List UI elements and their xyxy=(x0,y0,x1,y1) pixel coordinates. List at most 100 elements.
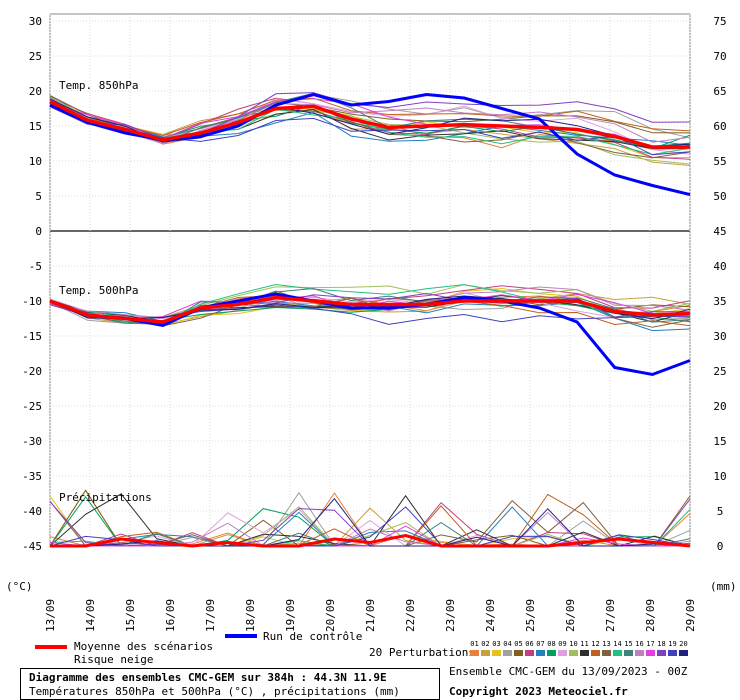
control-legend-swatch xyxy=(225,634,257,638)
left-tick-label: -15 xyxy=(22,330,42,343)
perturbation-number: 11 xyxy=(580,640,589,648)
control-t500-line xyxy=(49,292,691,377)
x-tick-label: 24/09 xyxy=(484,599,497,632)
left-tick-label: -5 xyxy=(29,260,42,273)
perturbation-swatch xyxy=(514,650,523,656)
right-tick-label: 55 xyxy=(713,155,726,168)
right-tick-label: 75 xyxy=(713,15,726,28)
perturbation-number: 17 xyxy=(646,640,655,648)
left-axis-unit: (°C) xyxy=(6,580,33,593)
perturbation-t850-line xyxy=(49,97,691,145)
right-tick-label: 15 xyxy=(713,435,726,448)
x-tick-label: 23/09 xyxy=(444,599,457,632)
panel-label: Temp. 850hPa xyxy=(59,79,138,92)
perturbation-number: 12 xyxy=(591,640,600,648)
right-tick-label: 40 xyxy=(713,260,726,273)
right-tick-label: 70 xyxy=(713,50,726,63)
x-tick-label: 29/09 xyxy=(684,599,697,632)
left-tick-label: 0 xyxy=(35,225,42,238)
right-tick-label: 5 xyxy=(717,505,724,518)
left-tick-label: -45 xyxy=(22,540,42,553)
perturbation-precip-line xyxy=(49,508,690,547)
x-tick-label: 21/09 xyxy=(364,599,377,632)
chart-subtitle: Températures 850hPa et 500hPa (°C) , pré… xyxy=(29,685,400,698)
right-tick-label: 0 xyxy=(717,540,724,553)
chart-labels: (°C) (mm) Temp. 850hPa Temp. 500hPa Précipit… xyxy=(6,79,737,593)
left-tick-label: -30 xyxy=(22,435,42,448)
perturbation-number: 18 xyxy=(657,640,666,648)
x-tick-label: 14/09 xyxy=(84,599,97,632)
right-tick-label: 20 xyxy=(713,400,726,413)
perturbation-swatch xyxy=(668,650,677,656)
perturbation-t850-line xyxy=(49,97,691,137)
x-tick-label: 22/09 xyxy=(404,599,417,632)
x-tick-label: 13/09 xyxy=(44,599,57,632)
perturbation-swatches: 01 02 03 04 05 06 07 08 09 10 11 12 13 14 15 16 17 18 19 20 xyxy=(469,640,693,660)
right-tick-label: 10 xyxy=(713,470,726,483)
x-tick-label: 15/09 xyxy=(124,599,137,632)
chart-title: Diagramme des ensembles CMC-GEM sur 384h… xyxy=(29,671,387,684)
perturbation-number: 15 xyxy=(624,640,633,648)
perturbation-lines xyxy=(49,92,691,547)
left-tick-label: -25 xyxy=(22,400,42,413)
perturbation-number: 14 xyxy=(613,640,622,648)
right-tick-label: 50 xyxy=(713,190,726,203)
perturbation-swatch xyxy=(646,650,655,656)
perturbation-number: 05 xyxy=(514,640,523,648)
perturbation-number: 02 xyxy=(481,640,490,648)
perturbation-swatch xyxy=(679,650,688,656)
right-tick-label: 35 xyxy=(713,295,726,308)
perturbation-swatch xyxy=(591,650,600,656)
perturbation-number: 03 xyxy=(492,640,501,648)
left-tick-label: -20 xyxy=(22,365,42,378)
perturbation-swatch xyxy=(635,650,644,656)
control-legend-label: Run de contrôle xyxy=(263,630,363,643)
perturbation-number: 10 xyxy=(569,640,578,648)
x-tick-label: 19/09 xyxy=(284,599,297,632)
perturbation-swatch xyxy=(580,650,589,656)
perturbation-swatch xyxy=(558,650,567,656)
perturbation-swatch xyxy=(602,650,611,656)
perturbation-number: 01 xyxy=(470,640,479,648)
perturbation-number: 07 xyxy=(536,640,545,648)
mean-legend-label: Moyenne des scénarios xyxy=(74,640,214,653)
perturbation-t850-line xyxy=(49,95,691,159)
right-axis-unit: (mm) xyxy=(710,580,737,593)
perturbation-swatch xyxy=(492,650,501,656)
right-tick-label: 45 xyxy=(713,225,726,238)
right-tick-label: 60 xyxy=(713,120,726,133)
left-tick-label: -10 xyxy=(22,295,42,308)
left-tick-label: -40 xyxy=(22,505,42,518)
perturbation-swatch xyxy=(481,650,490,656)
perturbation-swatch xyxy=(547,650,556,656)
right-tick-label: 30 xyxy=(713,330,726,343)
perturbation-swatch xyxy=(525,650,534,656)
perturbations-legend-label: 20 Perturbations xyxy=(369,646,475,659)
chart-grid xyxy=(49,13,691,547)
mean-t500-line xyxy=(49,295,691,324)
x-tick-label: 26/09 xyxy=(564,599,577,632)
x-tick-label: 16/09 xyxy=(164,599,177,632)
left-tick-label: 25 xyxy=(29,50,42,63)
x-tick-label: 28/09 xyxy=(644,599,657,632)
right-tick-label: 65 xyxy=(713,85,726,98)
perturbation-number: 13 xyxy=(602,640,611,648)
perturbation-swatch xyxy=(569,650,578,656)
left-tick-label: 30 xyxy=(29,15,42,28)
main-series xyxy=(49,92,691,548)
left-tick-label: -35 xyxy=(22,470,42,483)
left-tick-label: 20 xyxy=(29,85,42,98)
panel-label: Temp. 500hPa xyxy=(59,284,138,297)
mean-precip-line xyxy=(50,533,691,548)
plot-frame xyxy=(49,13,691,547)
perturbation-swatch xyxy=(536,650,545,656)
perturbation-swatch xyxy=(503,650,512,656)
perturbation-number: 20 xyxy=(679,640,688,648)
perturbation-number: 16 xyxy=(635,640,644,648)
perturbation-number: 09 xyxy=(558,640,567,648)
perturbation-t500-line xyxy=(49,292,691,320)
snow-legend-label: Risque neige xyxy=(74,653,154,666)
x-tick-label: 18/09 xyxy=(244,599,257,632)
